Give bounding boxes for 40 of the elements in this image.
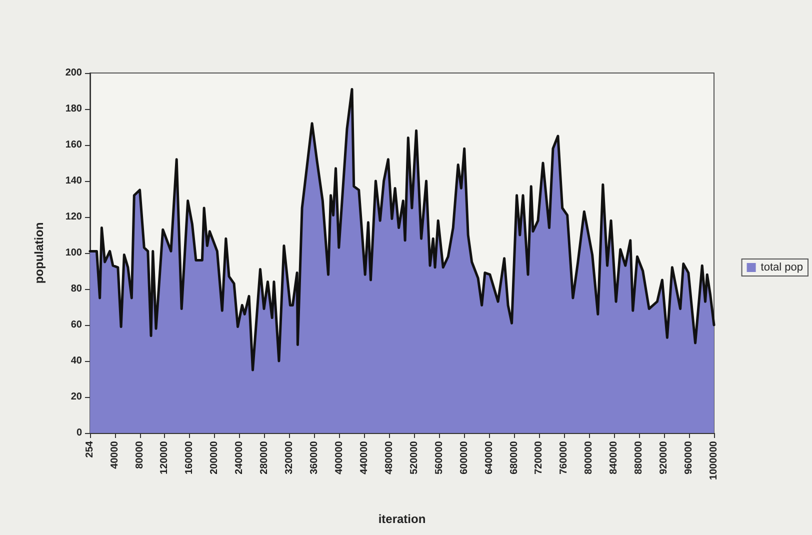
y-tick-label: 160 bbox=[65, 140, 82, 150]
x-tick-label: 40000 bbox=[109, 440, 120, 469]
y-tick-label: 120 bbox=[65, 212, 82, 222]
x-tick-label: 680000 bbox=[508, 440, 520, 474]
y-tick-label: 60 bbox=[70, 320, 82, 330]
x-tick-label: 480000 bbox=[384, 440, 395, 474]
x-tick-label: 200000 bbox=[209, 440, 220, 474]
x-tick-label: 520000 bbox=[408, 440, 420, 474]
x-tick-label: 240000 bbox=[234, 440, 246, 474]
x-tick-label: 280000 bbox=[259, 440, 270, 474]
x-axis-title: iteration bbox=[378, 512, 426, 526]
x-tick-label: 120000 bbox=[159, 440, 170, 474]
x-tick-label: 600000 bbox=[458, 440, 470, 474]
x-tick-label: 1000000 bbox=[708, 440, 720, 480]
x-tick-label: 840000 bbox=[608, 440, 620, 474]
y-tick-label: 200 bbox=[65, 68, 82, 78]
x-tick-label: 800000 bbox=[584, 440, 595, 474]
y-tick-label: 140 bbox=[65, 176, 82, 186]
y-tick-label: 0 bbox=[76, 428, 82, 438]
x-tick-label: 720000 bbox=[534, 440, 545, 474]
x-tick-label: 254 bbox=[84, 440, 96, 458]
y-tick-label: 20 bbox=[70, 392, 82, 402]
x-tick-label: 920000 bbox=[658, 440, 670, 474]
x-tick-label: 160000 bbox=[184, 440, 196, 474]
x-tick-label: 360000 bbox=[309, 440, 320, 474]
y-tick-label: 180 bbox=[65, 104, 82, 114]
x-tick-label: 320000 bbox=[284, 440, 296, 474]
y-tick-label: 80 bbox=[70, 284, 82, 294]
x-tick-label: 640000 bbox=[484, 440, 495, 474]
x-tick-label: 760000 bbox=[558, 440, 570, 474]
x-tick-label: 80000 bbox=[134, 440, 146, 469]
legend-label: total pop bbox=[760, 262, 803, 274]
x-tick-label: 400000 bbox=[334, 440, 346, 474]
x-tick-label: 880000 bbox=[634, 440, 645, 474]
x-tick-label: 440000 bbox=[358, 440, 370, 474]
x-tick-label: 960000 bbox=[684, 440, 695, 474]
x-tick-label: 560000 bbox=[434, 440, 445, 474]
y-axis-title: population bbox=[32, 222, 46, 284]
y-tick-label: 100 bbox=[65, 248, 82, 258]
y-tick-label: 40 bbox=[70, 356, 82, 366]
